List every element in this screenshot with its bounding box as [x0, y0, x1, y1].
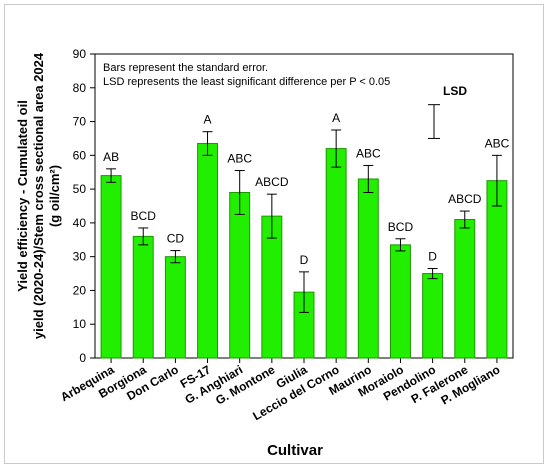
note-lsd: LSD represents the least significant dif…: [103, 76, 390, 88]
significance-label: D: [428, 249, 437, 263]
bar: [357, 178, 379, 359]
significance-label: D: [300, 253, 309, 267]
significance-label: ABC: [485, 136, 510, 150]
bar: [164, 256, 186, 359]
bar-chart: Yield efficiency - Cumulated oil yield (…: [15, 47, 514, 459]
bar: [229, 191, 251, 359]
y-axis-title-line-3: (g oil/cm²): [47, 165, 62, 227]
x-axis-title: Cultivar: [267, 442, 323, 459]
y-tick-label: 70: [73, 115, 87, 129]
y-tick-label: 0: [79, 351, 86, 365]
y-tick-label: 40: [73, 216, 87, 230]
bar: [325, 148, 347, 359]
significance-label: BCD: [131, 209, 157, 223]
chart-frame: Yield efficiency - Cumulated oil yield (…: [4, 4, 544, 464]
significance-label: BCD: [388, 220, 414, 234]
bar: [100, 175, 122, 359]
significance-label: ABCD: [448, 192, 482, 206]
y-axis-title-line-2: yield (2020-24)/Stem cross sectional are…: [31, 52, 46, 339]
y-tick-label: 50: [73, 182, 87, 196]
significance-label: AB: [103, 150, 119, 164]
y-tick-label: 10: [73, 317, 87, 331]
y-tick-label: 30: [73, 250, 87, 264]
y-axis-title-line-1: Yield efficiency - Cumulated oil: [15, 100, 30, 292]
y-tick-label: 80: [73, 81, 87, 95]
lsd-label: LSD: [443, 84, 467, 98]
significance-label: ABC: [356, 146, 381, 160]
bar: [132, 235, 154, 359]
significance-label: CD: [167, 232, 185, 246]
bar: [389, 244, 411, 359]
y-axis-title: Yield efficiency - Cumulated oil yield (…: [15, 52, 62, 339]
bar: [197, 143, 219, 359]
bar: [486, 180, 508, 359]
y-tick-label: 90: [73, 47, 87, 61]
y-tick-label: 20: [73, 283, 87, 297]
significance-label: A: [332, 111, 340, 125]
note-standard-error: Bars represent the standard error.: [103, 62, 268, 74]
bar: [422, 273, 444, 359]
bar: [454, 219, 476, 359]
significance-label: ABCD: [255, 175, 289, 189]
significance-label: ABC: [227, 152, 252, 166]
y-tick-label: 60: [73, 148, 87, 162]
significance-label: A: [204, 113, 212, 127]
plot-area: 0102030405060708090ABArbequinaBCDBorgion…: [58, 47, 514, 423]
